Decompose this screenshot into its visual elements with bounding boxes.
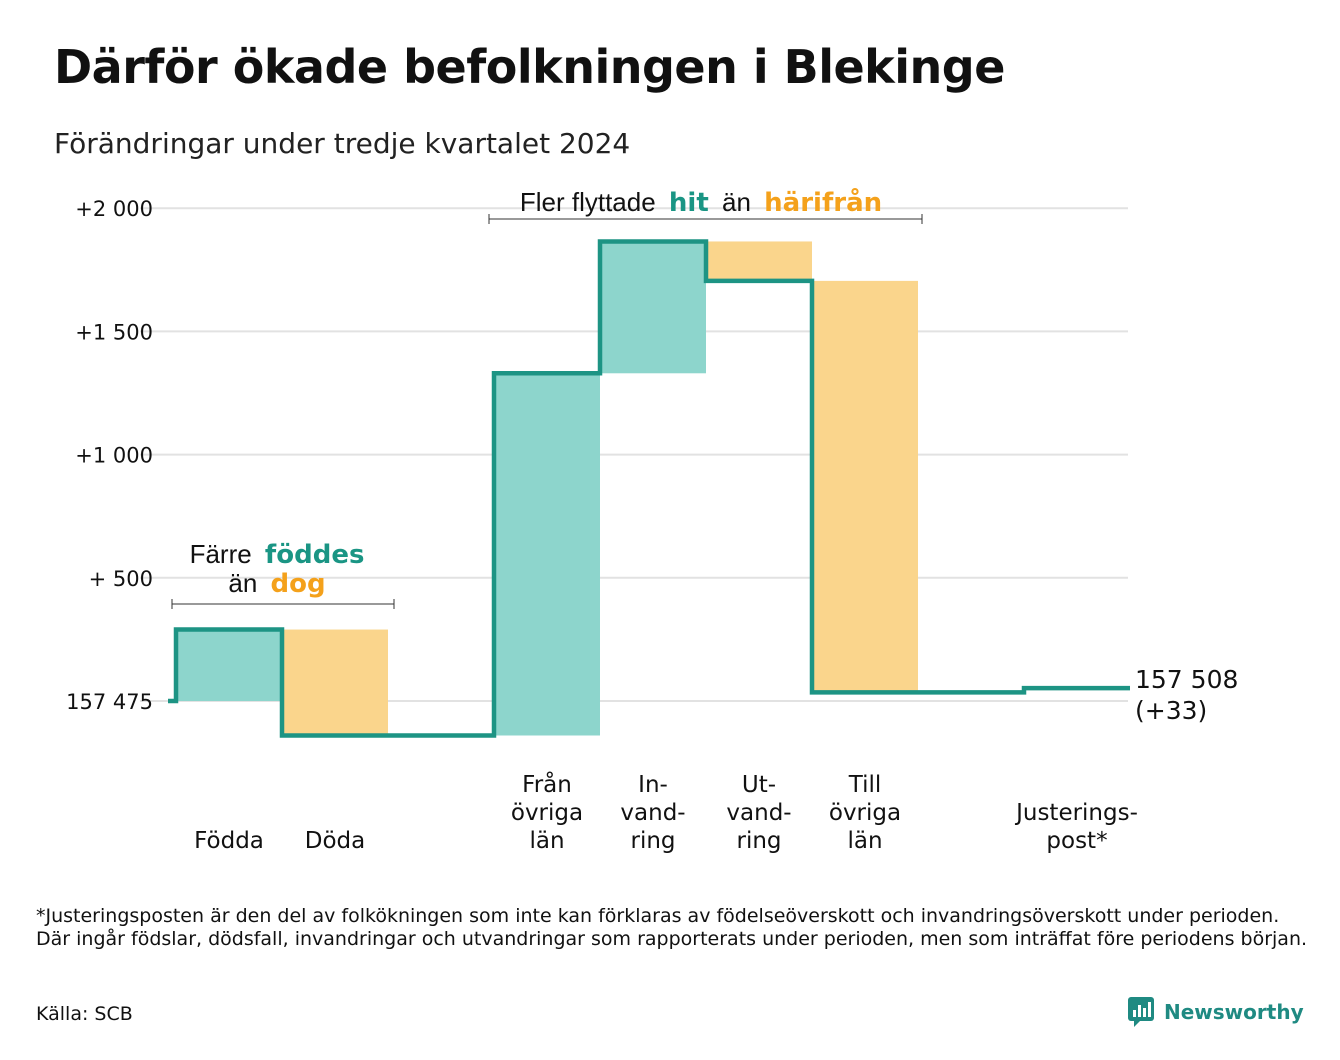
- footnote: *Justeringsposten är den del av folkökni…: [36, 905, 1308, 950]
- category-label-line: Från: [522, 770, 572, 798]
- category-label-1: Döda: [305, 828, 365, 854]
- bar-4: [600, 241, 706, 374]
- end-change-label: (+33): [1135, 696, 1207, 725]
- category-label-line: län: [847, 828, 882, 854]
- annotation-migration-strong2: härifrån: [764, 186, 882, 218]
- category-label-8: Justerings-post*: [1014, 800, 1138, 854]
- newsworthy-logo[interactable]: Newsworthy: [1128, 997, 1304, 1027]
- waterfall-chart: 157 475 + 500 +1 000 +1 500 +2 000 Födda Döda…: [66, 186, 1238, 854]
- y-tick-label-0: 157 475: [66, 690, 153, 714]
- category-label-line: ring: [630, 828, 675, 854]
- category-label-0: Födda: [194, 828, 264, 854]
- category-label-line: län: [529, 828, 564, 854]
- annotation-births-strong2: dog: [271, 569, 326, 599]
- annotation-births-strong: föddes: [265, 540, 365, 570]
- category-label-line: Justerings-: [1014, 800, 1138, 826]
- category-label-line: vand-: [726, 800, 791, 826]
- annotation-births: Färre föddes än dog: [171, 539, 395, 609]
- category-label-line: post*: [1046, 828, 1107, 854]
- svg-text:än dog: än dog: [228, 568, 325, 599]
- category-label-line: övriga: [511, 800, 583, 826]
- bar-0: [176, 629, 282, 701]
- cumulative-step-line: [168, 239, 1130, 738]
- category-label-6: Till övriga län: [829, 772, 901, 854]
- category-label-5: Ut-vand-ring: [726, 772, 791, 854]
- chart-title: Därför ökade befolkningen i Blekinge: [54, 40, 1005, 94]
- bar-1: [282, 629, 388, 736]
- y-tick-label-1: + 500: [89, 567, 153, 591]
- category-label-line: Döda: [305, 828, 365, 854]
- category-label-line: Födda: [194, 828, 264, 854]
- brand-name: Newsworthy: [1164, 1000, 1304, 1024]
- category-label-3: Från övriga län: [511, 770, 583, 854]
- bar-5: [706, 241, 812, 281]
- bar-3: [494, 373, 600, 736]
- y-axis-ticks: 157 475 + 500 +1 000 +1 500 +2 000: [66, 197, 153, 714]
- annotation-births-text: Färre: [190, 539, 252, 569]
- source-label: Källa: SCB: [36, 1003, 133, 1025]
- chart-subtitle: Förändringar under tredje kvartalet 2024: [54, 127, 631, 160]
- category-label-line: In-: [638, 772, 668, 798]
- annotation-births-text2: än: [228, 568, 257, 598]
- annotation-migration-text2: än: [722, 187, 751, 217]
- category-label-line: övriga: [829, 800, 901, 826]
- annotation-migration: Fler flyttade hit än härifrån: [488, 186, 923, 224]
- end-value-label: 157 508: [1135, 665, 1238, 694]
- category-label-4: In-vand-ring: [620, 772, 685, 854]
- svg-text:Färre föddes: Färre föddes: [190, 539, 365, 570]
- bar-6: [812, 280, 918, 693]
- y-tick-label-3: +1 500: [75, 320, 153, 344]
- category-label-line: ring: [736, 828, 781, 854]
- category-label-line: vand-: [620, 800, 685, 826]
- y-tick-label-2: +1 000: [75, 444, 153, 468]
- y-tick-label-4: +2 000: [75, 197, 153, 221]
- svg-text:Fler flyttade hit: Fler flyttade hit än härifrån: [520, 186, 882, 218]
- category-label-line: Ut-: [742, 772, 776, 798]
- annotation-migration-text: Fler flyttade: [520, 187, 656, 217]
- category-label-line: Till: [848, 772, 882, 798]
- bars: [176, 241, 918, 736]
- bar-chart-icon: [1128, 997, 1154, 1027]
- annotation-migration-strong: hit: [669, 188, 709, 218]
